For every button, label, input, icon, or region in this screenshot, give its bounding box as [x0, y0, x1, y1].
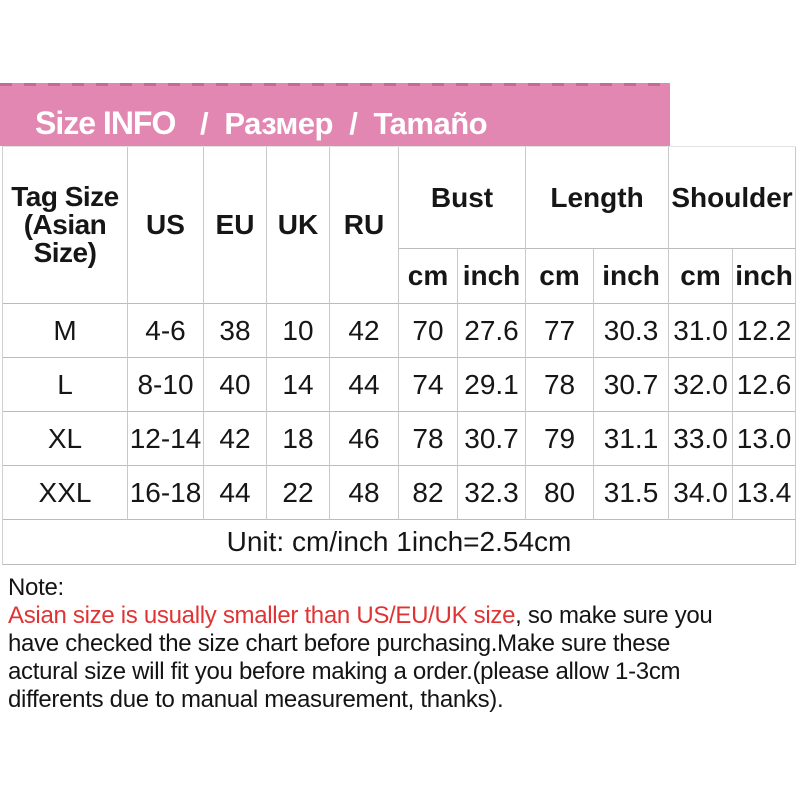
column-header-tag-size: Tag Size (Asian Size) — [3, 147, 128, 304]
cell-xxl-bust-inch: 32.3 — [458, 466, 527, 520]
cell-l-shoulder-cm: 32.0 — [669, 358, 734, 412]
cell-l-us: 8-10 — [128, 358, 204, 412]
cell-l-length-inch: 30.7 — [594, 358, 670, 412]
unit-note-row: Unit: cm/inch 1inch=2.54cm — [3, 520, 797, 565]
subheader-length-inch: inch — [594, 249, 670, 304]
tag-size-line: Tag Size — [11, 181, 119, 212]
cell-l-eu: 40 — [204, 358, 267, 412]
cell-xxl-length-cm: 80 — [526, 466, 595, 520]
size-chart-table: Tag Size (Asian Size) US EU UK RU Bust L… — [2, 146, 797, 565]
cell-m-bust-inch: 27.6 — [458, 304, 527, 358]
cell-xxl-shoulder-inch: 13.4 — [733, 466, 797, 520]
cell-m-length-cm: 77 — [526, 304, 595, 358]
cell-m-ru: 42 — [330, 304, 399, 358]
cell-xxl-eu: 44 — [204, 466, 267, 520]
subheader-length-cm: cm — [526, 249, 595, 304]
group-header-shoulder: Shoulder — [669, 147, 797, 249]
cell-xl-shoulder-cm: 33.0 — [669, 412, 734, 466]
column-header-uk: UK — [267, 147, 330, 304]
cell-l-bust-cm: 74 — [399, 358, 458, 412]
cell-m-eu: 38 — [204, 304, 267, 358]
tag-size-line: (Asian — [23, 209, 107, 240]
cell-m-uk: 10 — [267, 304, 330, 358]
cell-xxl-shoulder-cm: 34.0 — [669, 466, 734, 520]
cell-m-length-inch: 30.3 — [594, 304, 670, 358]
cell-m-size: M — [3, 304, 128, 358]
table-row-m: M 4-6 38 10 42 70 27.6 77 30.3 31.0 12.2 — [3, 304, 797, 358]
cell-l-length-cm: 78 — [526, 358, 595, 412]
cell-xxl-length-inch: 31.5 — [594, 466, 670, 520]
cell-xl-length-inch: 31.1 — [594, 412, 670, 466]
column-header-eu: EU — [204, 147, 267, 304]
cell-xl-eu: 42 — [204, 412, 267, 466]
table-row-xl: XL 12-14 42 18 46 78 30.7 79 31.1 33.0 1… — [3, 412, 797, 466]
size-info-banner: Size INFO / Размер / Tamaño — [0, 83, 670, 146]
note-line-1: Asian size is usually smaller than US/EU… — [8, 602, 796, 630]
subheader-shoulder-cm: cm — [669, 249, 734, 304]
subheader-shoulder-inch: inch — [733, 249, 797, 304]
cell-xl-length-cm: 79 — [526, 412, 595, 466]
cell-xl-ru: 46 — [330, 412, 399, 466]
subheader-bust-cm: cm — [399, 249, 458, 304]
cell-xl-bust-inch: 30.7 — [458, 412, 527, 466]
table-row-l: L 8-10 40 14 44 74 29.1 78 30.7 32.0 12.… — [3, 358, 797, 412]
cell-xxl-size: XXL — [3, 466, 128, 520]
note-warning-text: Asian size is usually smaller than US/EU… — [8, 602, 516, 629]
cell-xl-size: XL — [3, 412, 128, 466]
cell-xxl-bust-cm: 82 — [399, 466, 458, 520]
table-header-row: Tag Size (Asian Size) US EU UK RU Bust L… — [3, 147, 797, 304]
unit-subheader-row: cm inch cm inch cm inch — [3, 249, 797, 304]
note-line-4: differents due to manual measurement, th… — [8, 686, 504, 713]
cell-l-ru: 44 — [330, 358, 399, 412]
cell-l-bust-inch: 29.1 — [458, 358, 527, 412]
column-header-us: US — [128, 147, 204, 304]
cell-xxl-uk: 22 — [267, 466, 330, 520]
cell-l-uk: 14 — [267, 358, 330, 412]
cell-xl-shoulder-inch: 13.0 — [733, 412, 797, 466]
cell-l-size: L — [3, 358, 128, 412]
note-line-3: actural size will fit you before making … — [8, 658, 681, 685]
cell-m-shoulder-inch: 12.2 — [733, 304, 797, 358]
tag-size-line: Size) — [33, 237, 97, 268]
cell-xl-bust-cm: 78 — [399, 412, 458, 466]
cell-xl-us: 12-14 — [128, 412, 204, 466]
cell-m-shoulder-cm: 31.0 — [669, 304, 734, 358]
banner-title: Size INFO — [35, 105, 176, 141]
group-header-length: Length — [526, 147, 670, 249]
note-title: Note: — [8, 574, 64, 601]
unit-note: Unit: cm/inch 1inch=2.54cm — [3, 520, 797, 565]
subheader-bust-inch: inch — [458, 249, 527, 304]
group-header-bust: Bust — [399, 147, 527, 249]
cell-m-bust-cm: 70 — [399, 304, 458, 358]
cell-m-us: 4-6 — [128, 304, 204, 358]
cell-xxl-ru: 48 — [330, 466, 399, 520]
cell-l-shoulder-inch: 12.6 — [733, 358, 797, 412]
banner-subtitle: / Размер / Tamaño — [200, 106, 488, 141]
table-row-xxl: XXL 16-18 44 22 48 82 32.3 80 31.5 34.0 … — [3, 466, 797, 520]
cell-xl-uk: 18 — [267, 412, 330, 466]
cell-xxl-us: 16-18 — [128, 466, 204, 520]
note-line-1-rest: , so make sure you — [515, 602, 713, 629]
note-line-2: have checked the size chart before purch… — [8, 630, 671, 657]
column-header-ru: RU — [330, 147, 399, 304]
note-section: Note: Asian size is usually smaller than… — [8, 574, 796, 714]
